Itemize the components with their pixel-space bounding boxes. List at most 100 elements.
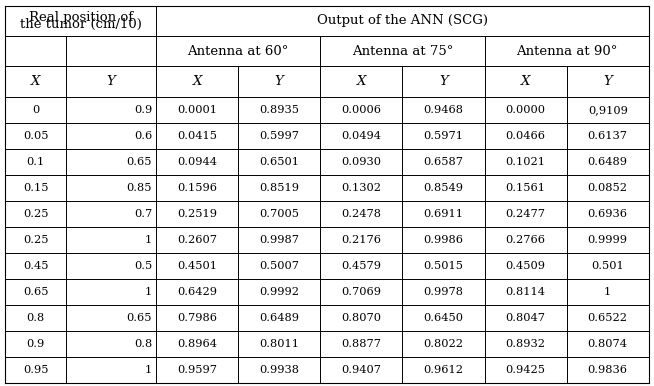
Text: 0.25: 0.25 <box>23 209 48 219</box>
Text: 0.6911: 0.6911 <box>423 209 464 219</box>
Text: 0.9612: 0.9612 <box>423 365 464 375</box>
Text: the tumor (cm/10): the tumor (cm/10) <box>20 18 141 31</box>
Text: 0.7005: 0.7005 <box>259 209 299 219</box>
Text: 0: 0 <box>32 105 39 115</box>
Text: Antenna at 90°: Antenna at 90° <box>516 45 617 58</box>
Text: 0.65: 0.65 <box>127 157 152 167</box>
Text: 0.45: 0.45 <box>23 261 48 271</box>
Text: 0.7986: 0.7986 <box>177 313 217 323</box>
Text: 0.9986: 0.9986 <box>423 235 464 245</box>
Text: 0.0006: 0.0006 <box>341 105 381 115</box>
Text: 1: 1 <box>145 287 152 297</box>
Text: 0.4501: 0.4501 <box>177 261 217 271</box>
Text: 0.8022: 0.8022 <box>423 339 464 349</box>
Text: 0.6501: 0.6501 <box>259 157 299 167</box>
Text: 0.9468: 0.9468 <box>423 105 464 115</box>
Text: 1: 1 <box>145 365 152 375</box>
Text: 0.7069: 0.7069 <box>341 287 381 297</box>
Text: 0.2607: 0.2607 <box>177 235 217 245</box>
Text: 0.2766: 0.2766 <box>506 235 545 245</box>
Text: 0.8070: 0.8070 <box>341 313 381 323</box>
Text: 0.6522: 0.6522 <box>588 313 628 323</box>
Text: 0.05: 0.05 <box>23 131 48 141</box>
Text: 0.25: 0.25 <box>23 235 48 245</box>
Text: 0.0852: 0.0852 <box>588 183 628 193</box>
Text: Y: Y <box>604 75 612 88</box>
Text: Output of the ANN (SCG): Output of the ANN (SCG) <box>317 14 488 27</box>
Text: 0.9407: 0.9407 <box>341 365 381 375</box>
Text: 1: 1 <box>145 235 152 245</box>
Text: Antenna at 60°: Antenna at 60° <box>188 45 289 58</box>
Text: 0.5015: 0.5015 <box>423 261 464 271</box>
Text: 0.8877: 0.8877 <box>341 339 381 349</box>
Text: 0.8964: 0.8964 <box>177 339 217 349</box>
Text: 0.2478: 0.2478 <box>341 209 381 219</box>
Text: 0.6489: 0.6489 <box>259 313 299 323</box>
Text: 0.65: 0.65 <box>127 313 152 323</box>
Text: 0.6450: 0.6450 <box>423 313 464 323</box>
Text: 0.9978: 0.9978 <box>423 287 464 297</box>
Text: Y: Y <box>439 75 448 88</box>
Text: 0.9992: 0.9992 <box>259 287 299 297</box>
Text: 0.5971: 0.5971 <box>423 131 464 141</box>
Text: 1: 1 <box>604 287 611 297</box>
Text: Antenna at 75°: Antenna at 75° <box>352 45 453 58</box>
Text: X: X <box>192 75 202 88</box>
Text: X: X <box>31 75 41 88</box>
Text: 0.0415: 0.0415 <box>177 131 217 141</box>
Text: 0.6587: 0.6587 <box>423 157 464 167</box>
Text: Y: Y <box>107 75 116 88</box>
Text: Real position of: Real position of <box>29 11 133 24</box>
Text: 0.9: 0.9 <box>134 105 152 115</box>
Text: 0.0494: 0.0494 <box>341 131 381 141</box>
Text: 0.6429: 0.6429 <box>177 287 217 297</box>
Text: 0.0930: 0.0930 <box>341 157 381 167</box>
Text: 0.15: 0.15 <box>23 183 48 193</box>
Text: 0.9938: 0.9938 <box>259 365 299 375</box>
Text: 0.8935: 0.8935 <box>259 105 299 115</box>
Text: 0.6936: 0.6936 <box>588 209 628 219</box>
Text: 0.1302: 0.1302 <box>341 183 381 193</box>
Text: 0.95: 0.95 <box>23 365 48 375</box>
Text: Y: Y <box>275 75 284 88</box>
Text: 0.5007: 0.5007 <box>259 261 299 271</box>
Text: 0.1021: 0.1021 <box>506 157 545 167</box>
Text: 0.8074: 0.8074 <box>588 339 628 349</box>
Text: 0.8011: 0.8011 <box>259 339 299 349</box>
Text: 0.0466: 0.0466 <box>506 131 545 141</box>
Text: 0.501: 0.501 <box>591 261 624 271</box>
Text: 0.0000: 0.0000 <box>506 105 545 115</box>
Text: 0.0944: 0.0944 <box>177 157 217 167</box>
Text: 0.8: 0.8 <box>134 339 152 349</box>
Text: 0.4509: 0.4509 <box>506 261 545 271</box>
Text: 0.2519: 0.2519 <box>177 209 217 219</box>
Text: 0.9987: 0.9987 <box>259 235 299 245</box>
Text: 0.5997: 0.5997 <box>259 131 299 141</box>
Text: 0.8047: 0.8047 <box>506 313 545 323</box>
Text: 0.5: 0.5 <box>134 261 152 271</box>
Text: 0.9836: 0.9836 <box>588 365 628 375</box>
Text: 0.8549: 0.8549 <box>423 183 464 193</box>
Text: 0.1: 0.1 <box>27 157 45 167</box>
Text: 0.8932: 0.8932 <box>506 339 545 349</box>
Text: 0.4579: 0.4579 <box>341 261 381 271</box>
Text: 0.9: 0.9 <box>27 339 45 349</box>
Text: 0.2176: 0.2176 <box>341 235 381 245</box>
Text: 0.1596: 0.1596 <box>177 183 217 193</box>
Text: 0.85: 0.85 <box>127 183 152 193</box>
Text: 0.8114: 0.8114 <box>506 287 545 297</box>
Text: 0,9109: 0,9109 <box>588 105 628 115</box>
Text: 0.1561: 0.1561 <box>506 183 545 193</box>
Text: 0.6: 0.6 <box>134 131 152 141</box>
Text: 0.6137: 0.6137 <box>588 131 628 141</box>
Text: 0.2477: 0.2477 <box>506 209 545 219</box>
Text: X: X <box>356 75 366 88</box>
Text: 0.9425: 0.9425 <box>506 365 545 375</box>
Text: 0.7: 0.7 <box>134 209 152 219</box>
Text: 0.8519: 0.8519 <box>259 183 299 193</box>
Text: 0.0001: 0.0001 <box>177 105 217 115</box>
Text: 0.65: 0.65 <box>23 287 48 297</box>
Text: 0.9999: 0.9999 <box>588 235 628 245</box>
Text: 0.9597: 0.9597 <box>177 365 217 375</box>
Text: 0.8: 0.8 <box>27 313 45 323</box>
